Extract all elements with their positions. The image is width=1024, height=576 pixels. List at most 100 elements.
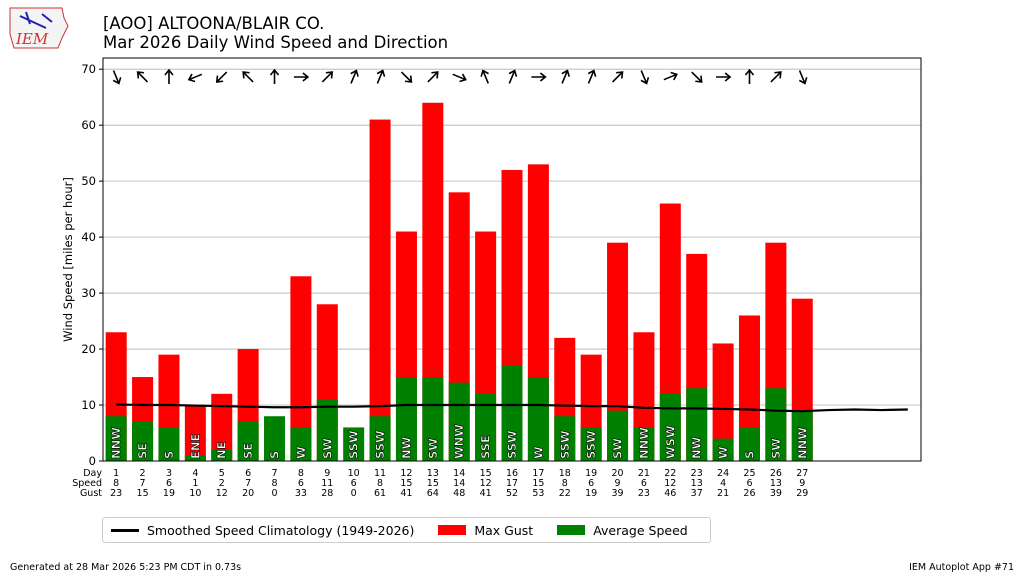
speed-bar	[395, 377, 417, 461]
direction-label: W	[294, 446, 308, 459]
day-value: 19	[585, 468, 597, 479]
speed-value: 9	[799, 478, 805, 489]
plot-frame	[102, 57, 922, 462]
speed-value: 4	[720, 478, 726, 489]
direction-label: SSW	[373, 430, 387, 459]
gust-bar	[290, 276, 312, 461]
y-tick-label: 10	[81, 398, 96, 412]
direction-label: W	[531, 446, 545, 459]
day-value: 6	[245, 468, 251, 479]
speed-bar	[422, 377, 444, 461]
row-label: Speed	[72, 478, 102, 489]
gust-value: 23	[110, 488, 122, 499]
gust-bar	[738, 315, 760, 461]
speed-bar	[686, 388, 708, 461]
legend: Smoothed Speed Climatology (1949-2026) M…	[102, 517, 711, 543]
direction-label: NW	[399, 436, 413, 459]
day-value: 9	[324, 468, 330, 479]
gust-value: 39	[770, 488, 782, 499]
gust-value: 12	[216, 488, 228, 499]
direction-label: SSE	[479, 435, 493, 459]
direction-label: NNW	[795, 427, 809, 459]
wind-arrow-icon	[293, 72, 310, 82]
wind-arrow-icon	[744, 68, 755, 84]
direction-label: NNW	[637, 427, 651, 459]
day-value: 17	[532, 468, 544, 479]
speed-bar	[211, 449, 233, 461]
day-value: 14	[453, 468, 465, 479]
direction-label: SSW	[558, 430, 572, 459]
speed-value: 13	[770, 478, 782, 489]
legend-label: Average Speed	[593, 522, 688, 538]
wind-arrow-icon	[716, 72, 732, 82]
direction-label: SW	[611, 438, 625, 459]
speed-value: 8	[377, 478, 383, 489]
y-tick-label: 50	[81, 174, 96, 188]
speed-bar	[765, 388, 787, 461]
direction-label: SW	[320, 438, 334, 459]
speed-bar	[607, 410, 629, 461]
direction-label: SE	[241, 443, 255, 459]
speed-bar	[237, 421, 259, 461]
gust-value: 10	[189, 488, 201, 499]
y-tick-label: 70	[81, 62, 96, 76]
gust-bar	[211, 393, 233, 461]
wind-arrow-icon	[770, 71, 782, 83]
speed-value: 15	[532, 478, 544, 489]
legend-label: Max Gust	[474, 522, 534, 538]
speed-bar	[527, 377, 549, 461]
svg-text:IEM: IEM	[15, 30, 49, 48]
gust-value: 48	[453, 488, 465, 499]
legend-label: Smoothed Speed Climatology (1949-2026)	[147, 522, 415, 538]
day-value: 5	[219, 468, 225, 479]
speed-bar	[158, 427, 180, 461]
gust-value: 22	[559, 488, 571, 499]
climatology-line	[116, 403, 908, 413]
wind-arrow-icon	[187, 73, 203, 83]
speed-value: 8	[113, 478, 119, 489]
gust-value: 37	[691, 488, 703, 499]
speed-bar	[633, 427, 655, 461]
speed-value: 11	[321, 478, 333, 489]
y-tick-label: 40	[81, 230, 96, 244]
wind-arrow-icon	[112, 70, 122, 85]
wind-arrow-icon	[640, 70, 650, 85]
title-station: [AOO] ALTOONA/BLAIR CO.	[103, 14, 325, 33]
row-label: Day	[83, 468, 102, 479]
legend-speed: Average Speed	[557, 523, 688, 538]
y-tick-label: 20	[81, 342, 96, 356]
day-value: 1	[113, 468, 119, 479]
wind-arrow-icon	[561, 69, 571, 84]
speed-value: 2	[219, 478, 225, 489]
direction-label: W	[716, 446, 730, 459]
legend-gust: Max Gust	[438, 523, 533, 538]
legend-climo: Smoothed Speed Climatology (1949-2026)	[111, 523, 414, 538]
wind-arrow-icon	[242, 71, 254, 83]
gust-value: 41	[400, 488, 412, 499]
gust-bar	[184, 405, 206, 461]
gust-value: 46	[664, 488, 676, 499]
gust-value: 0	[271, 488, 277, 499]
wind-arrow-icon	[531, 72, 547, 82]
gust-bar	[422, 102, 444, 462]
speed-bar	[369, 416, 391, 461]
speed-value: 17	[506, 478, 518, 489]
wind-arrow-icon	[215, 71, 228, 83]
wind-arrow-icon	[400, 71, 413, 83]
direction-label: SSW	[347, 430, 361, 459]
day-value: 18	[559, 468, 571, 479]
wind-arrow-icon	[321, 71, 334, 83]
wind-arrow-icon	[452, 73, 467, 83]
direction-label: SW	[769, 438, 783, 459]
direction-label: SSW	[584, 430, 598, 459]
wind-arrow-icon	[427, 71, 439, 83]
speed-bar	[791, 410, 813, 461]
speed-bar	[448, 382, 470, 461]
wind-arrow-icon	[612, 71, 624, 83]
y-axis-label: Wind Speed [miles per hour]	[61, 177, 75, 342]
gust-value: 23	[638, 488, 650, 499]
direction-label: ENE	[188, 434, 202, 459]
wind-arrow-icon	[663, 71, 678, 81]
speed-bar	[105, 416, 127, 461]
wind-arrow-icon	[691, 71, 703, 83]
